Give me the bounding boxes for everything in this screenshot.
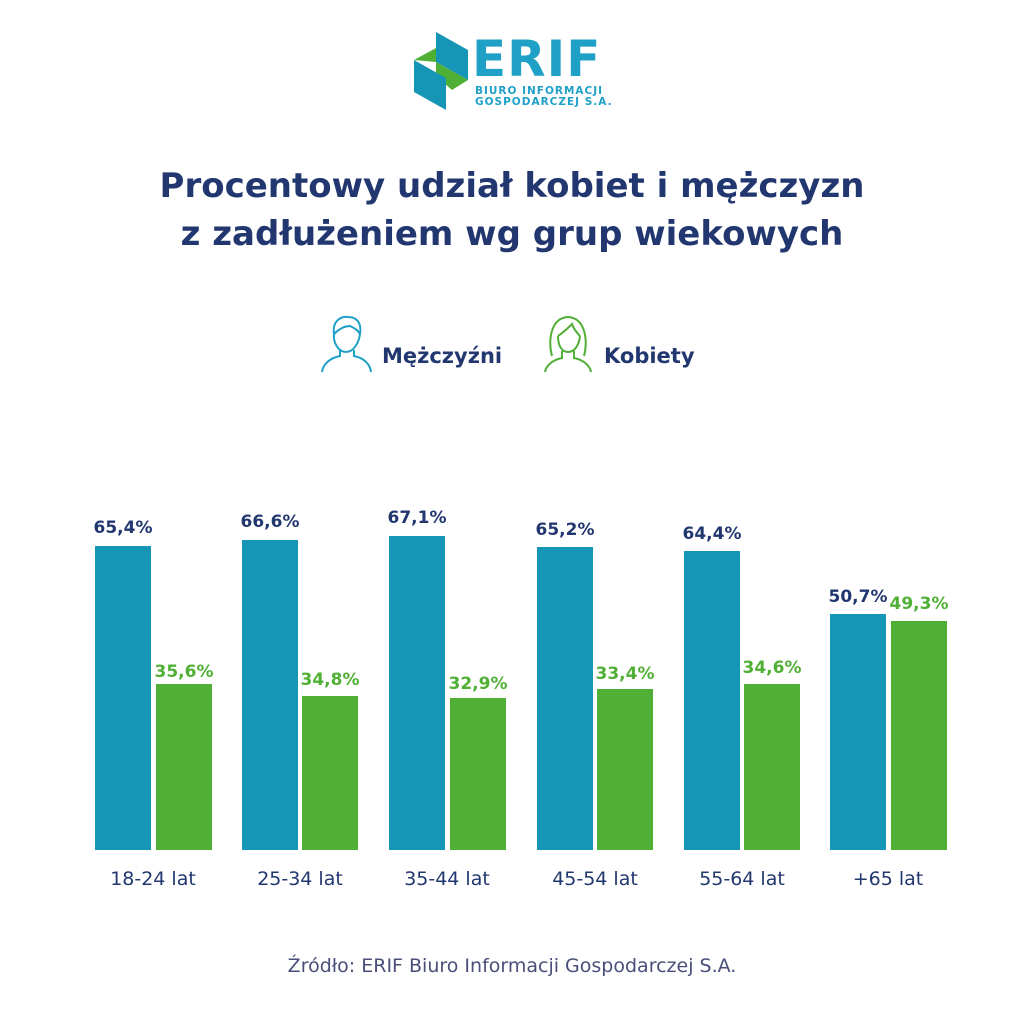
chart-title-line1: Procentowy udział kobiet i mężczyzn — [159, 166, 865, 206]
bar-men-18-24 — [95, 546, 151, 850]
legend-item-women: Kobiety — [542, 312, 695, 374]
man-outline-icon — [321, 315, 372, 373]
legend-label-women: Kobiety — [604, 344, 695, 368]
bar-women-35-44 — [450, 698, 506, 850]
erif-logo: ERIF BIURO INFORMACJI GOSPODARCZEJ S.A. — [412, 32, 622, 112]
bar-women-55-64 — [744, 684, 800, 850]
bar-men-25-34 — [242, 540, 298, 850]
value-label-women-25-34: 34,8% — [300, 670, 360, 690]
logo-subtitle-line1: BIURO INFORMACJI — [475, 85, 604, 97]
bar-women-18-24 — [156, 684, 212, 850]
value-label-men-65plus: 50,7% — [828, 587, 888, 607]
legend-item-men: Mężczyźni — [320, 312, 502, 374]
value-label-women-35-44: 32,9% — [448, 674, 508, 694]
bar-men-45-54 — [537, 547, 593, 850]
source-note: Źródło: ERIF Biuro Informacji Gospodarcz… — [287, 955, 737, 977]
category-label-25-34: 25-34 lat — [257, 868, 343, 890]
bar-women-25-34 — [302, 696, 358, 850]
value-label-men-25-34: 66,6% — [240, 512, 300, 532]
category-label-45-54: 45-54 lat — [552, 868, 638, 890]
chart-title: Procentowy udział kobiet i mężczyzn z za… — [0, 162, 1024, 258]
logo-subtitle-line2: GOSPODARCZEJ S.A. — [475, 96, 613, 108]
category-label-18-24: 18-24 lat — [110, 868, 196, 890]
bar-women-65plus — [891, 621, 947, 850]
legend: Mężczyźni Kobiety — [0, 312, 1024, 382]
value-label-men-45-54: 65,2% — [535, 520, 595, 540]
value-label-men-18-24: 65,4% — [93, 518, 153, 538]
woman-outline-icon — [544, 315, 592, 373]
logo-wordmark: ERIF — [472, 30, 602, 88]
bar-women-45-54 — [597, 689, 653, 850]
value-label-men-35-44: 67,1% — [387, 508, 447, 528]
category-label-55-64: 55-64 lat — [699, 868, 785, 890]
value-label-women-55-64: 34,6% — [742, 658, 802, 678]
bar-men-65plus — [830, 614, 886, 850]
legend-label-men: Mężczyźni — [382, 344, 503, 368]
value-label-women-65plus: 49,3% — [889, 594, 949, 614]
value-label-men-55-64: 64,4% — [682, 524, 742, 544]
value-label-women-18-24: 35,6% — [154, 662, 214, 682]
category-label-35-44: 35-44 lat — [404, 868, 490, 890]
erif-logo-mark-icon — [414, 32, 468, 110]
value-label-women-45-54: 33,4% — [595, 664, 655, 684]
chart-title-line2: z zadłużeniem wg grup wiekowych — [180, 214, 844, 254]
bar-men-35-44 — [389, 536, 445, 850]
category-label-65plus: +65 lat — [852, 868, 924, 890]
bar-men-55-64 — [684, 551, 740, 850]
